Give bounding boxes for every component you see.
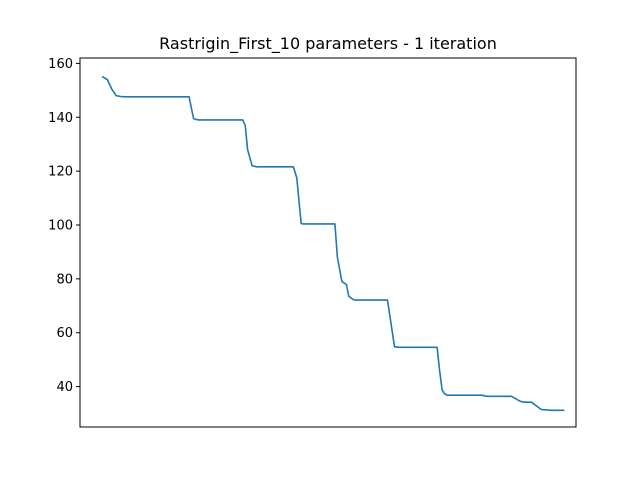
- y-tick-label: 60: [56, 326, 73, 341]
- axes-frame: [79, 57, 577, 428]
- y-tick-label: 140: [48, 111, 73, 126]
- y-tick-label: 80: [56, 272, 73, 287]
- plot-area: 40 60 80 100 120 140 160: [48, 57, 577, 428]
- y-tick-label: 160: [48, 57, 73, 72]
- y-tick-label: 120: [48, 165, 73, 180]
- chart-title: Rastrigin_First_10 parameters - 1 iterat…: [159, 34, 497, 54]
- series-line-0: [101, 75, 565, 412]
- y-tick-label: 100: [48, 218, 73, 233]
- y-tick-label: 40: [56, 380, 73, 395]
